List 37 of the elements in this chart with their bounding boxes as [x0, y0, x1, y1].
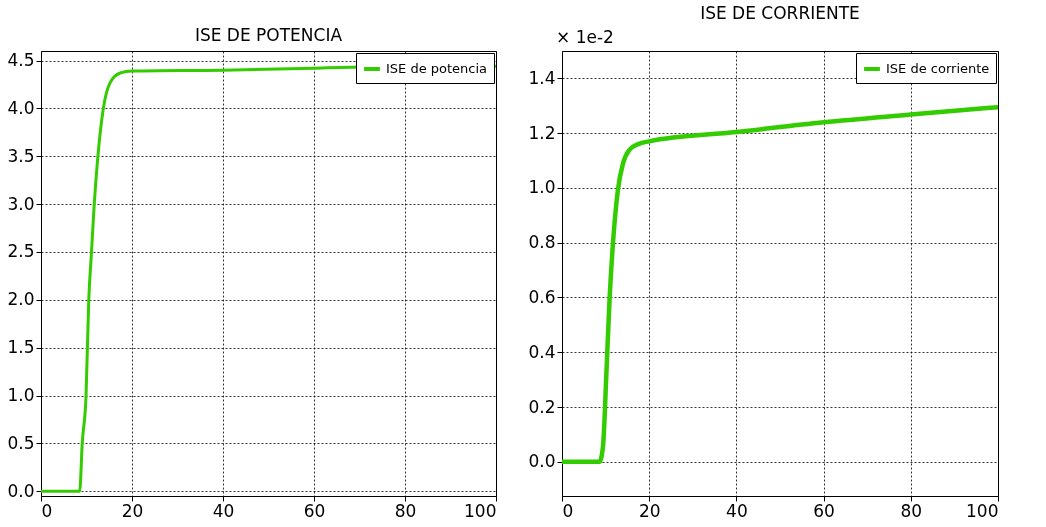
y-tick-label: 1.2 — [528, 122, 556, 143]
y-tick-label: 4.0 — [7, 97, 35, 118]
y-tick-label: 1.4 — [528, 67, 556, 88]
x-tick-label: 100 — [966, 500, 999, 521]
y-tick-label: 2.5 — [7, 241, 35, 262]
y-tick-label: 0.0 — [7, 480, 35, 501]
x-tick-label: 80 — [394, 500, 417, 521]
x-tick-label: 40 — [726, 500, 748, 521]
y-tick-label: 0.0 — [528, 451, 556, 472]
text: × 1e-2 — [556, 27, 614, 47]
x-tick-label: 0 — [562, 500, 574, 521]
y-tick-label: 1.0 — [528, 177, 556, 198]
y-tick-label: 0.8 — [528, 232, 556, 253]
y-tick-label: 2.0 — [7, 289, 35, 310]
y-tick-label: 3.0 — [7, 193, 35, 214]
legend-label: ISE de potencia — [386, 61, 488, 76]
x-tick-label: 0 — [41, 500, 53, 521]
x-tick-label: 20 — [121, 500, 144, 521]
y-tick-label: 1.0 — [7, 385, 35, 406]
x-tick-label: 100 — [464, 500, 497, 521]
y-tick-label: 4.5 — [7, 50, 35, 71]
x-tick-label: 60 — [303, 500, 326, 521]
legend-label: ISE de corriente — [886, 61, 990, 76]
x-tick-label: 20 — [638, 500, 661, 521]
chart-title: ISE DE POTENCIA — [194, 25, 343, 45]
y-tick-label: 0.4 — [528, 341, 556, 362]
y-tick-label: 3.5 — [7, 145, 35, 166]
line-series — [41, 64, 496, 493]
y-tick-label: 0.5 — [7, 432, 35, 453]
x-tick-label: 40 — [212, 500, 235, 521]
chart-title: ISE DE CORRIENTE — [700, 3, 860, 23]
y-tick-label: 0.6 — [528, 286, 556, 307]
y-tick-label: 1.5 — [7, 337, 35, 358]
y-tick-label: 0.2 — [528, 396, 556, 417]
x-tick-label: 60 — [813, 500, 835, 521]
line-series — [562, 104, 998, 465]
x-tick-label: 80 — [900, 500, 923, 521]
